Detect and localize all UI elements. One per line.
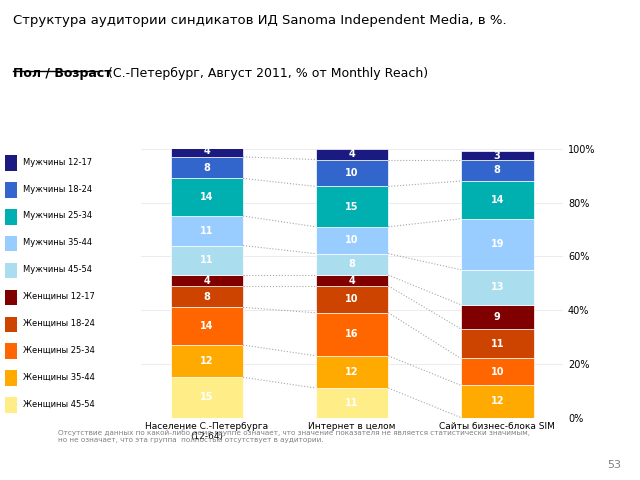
Text: 53: 53 bbox=[607, 460, 621, 470]
Text: 10: 10 bbox=[490, 367, 504, 377]
Text: 12: 12 bbox=[490, 396, 504, 407]
FancyBboxPatch shape bbox=[5, 289, 17, 305]
Bar bbox=[461, 385, 534, 418]
Text: 4: 4 bbox=[204, 276, 210, 286]
FancyBboxPatch shape bbox=[5, 155, 17, 171]
FancyBboxPatch shape bbox=[5, 209, 17, 225]
Bar bbox=[461, 159, 534, 181]
Text: 8: 8 bbox=[349, 259, 355, 269]
Text: (С.-Петербург, Август 2011, % от Monthly Reach): (С.-Петербург, Август 2011, % от Monthly… bbox=[104, 67, 428, 80]
Bar bbox=[461, 181, 534, 219]
Text: 11: 11 bbox=[490, 339, 504, 348]
Bar bbox=[461, 219, 534, 270]
Text: Женщины 25-34: Женщины 25-34 bbox=[23, 346, 95, 355]
Text: 11: 11 bbox=[345, 398, 359, 408]
Text: 14: 14 bbox=[200, 192, 214, 202]
Text: 19: 19 bbox=[490, 239, 504, 249]
Bar bbox=[316, 186, 388, 227]
Bar bbox=[316, 227, 388, 253]
Text: 13: 13 bbox=[490, 282, 504, 292]
Bar bbox=[170, 216, 243, 246]
Bar bbox=[316, 275, 388, 286]
Text: Женщины 45-54: Женщины 45-54 bbox=[23, 400, 95, 408]
Text: 3: 3 bbox=[494, 151, 500, 160]
FancyBboxPatch shape bbox=[5, 263, 17, 278]
Text: 8: 8 bbox=[204, 163, 210, 173]
Text: Мужчины 18-24: Мужчины 18-24 bbox=[23, 185, 92, 193]
Text: 15: 15 bbox=[345, 202, 359, 212]
Text: 10: 10 bbox=[345, 294, 359, 304]
Text: Женщины 18-24: Женщины 18-24 bbox=[23, 319, 95, 328]
FancyBboxPatch shape bbox=[5, 397, 17, 413]
Text: 8: 8 bbox=[494, 165, 500, 175]
Text: Женщины 12-17: Женщины 12-17 bbox=[23, 292, 95, 301]
Text: Мужчины 45-54: Мужчины 45-54 bbox=[23, 265, 92, 274]
FancyBboxPatch shape bbox=[5, 182, 17, 198]
Bar bbox=[170, 286, 243, 307]
Text: 4: 4 bbox=[204, 146, 210, 156]
Text: Отсутствие данных по какой-либо демо-группе означает, что значение показателя не: Отсутствие данных по какой-либо демо-гру… bbox=[58, 430, 530, 444]
Bar bbox=[316, 286, 388, 313]
Bar bbox=[461, 329, 534, 359]
Text: 11: 11 bbox=[200, 255, 214, 265]
Bar bbox=[316, 388, 388, 418]
Bar bbox=[316, 313, 388, 356]
Bar bbox=[170, 157, 243, 179]
Bar bbox=[316, 149, 388, 159]
Bar bbox=[170, 179, 243, 216]
Text: 10: 10 bbox=[345, 168, 359, 178]
FancyBboxPatch shape bbox=[5, 316, 17, 332]
Text: 9: 9 bbox=[494, 312, 500, 322]
Text: 12: 12 bbox=[200, 356, 214, 366]
Bar bbox=[170, 345, 243, 377]
Text: 15: 15 bbox=[200, 393, 214, 402]
Bar bbox=[170, 275, 243, 286]
Text: tns: tns bbox=[13, 454, 38, 468]
Text: 4: 4 bbox=[349, 276, 355, 286]
Text: 11: 11 bbox=[200, 226, 214, 236]
Text: Структура аудитории синдикатов ИД Sanoma Independent Media, в %.: Структура аудитории синдикатов ИД Sanoma… bbox=[13, 13, 506, 26]
Text: 8: 8 bbox=[204, 292, 210, 301]
Text: Женщины 35-44: Женщины 35-44 bbox=[23, 373, 95, 382]
Text: Мужчины 35-44: Мужчины 35-44 bbox=[23, 239, 92, 247]
Text: Мужчины 12-17: Мужчины 12-17 bbox=[23, 158, 92, 167]
Bar bbox=[316, 253, 388, 275]
Text: 12: 12 bbox=[345, 367, 359, 377]
Text: 14: 14 bbox=[490, 195, 504, 205]
Bar bbox=[461, 270, 534, 305]
FancyBboxPatch shape bbox=[5, 370, 17, 386]
Text: Мужчины 25-34: Мужчины 25-34 bbox=[23, 212, 92, 220]
Bar bbox=[170, 307, 243, 345]
Bar bbox=[316, 356, 388, 388]
Bar bbox=[316, 159, 388, 186]
Text: 16: 16 bbox=[345, 329, 359, 339]
Bar bbox=[461, 305, 534, 329]
Text: 10: 10 bbox=[345, 235, 359, 245]
Bar bbox=[170, 377, 243, 418]
FancyBboxPatch shape bbox=[5, 343, 17, 359]
Bar bbox=[170, 146, 243, 157]
Text: 14: 14 bbox=[200, 321, 214, 331]
Text: Пол / Возраст: Пол / Возраст bbox=[13, 67, 111, 80]
Text: 4: 4 bbox=[349, 149, 355, 159]
Bar bbox=[461, 359, 534, 385]
Bar bbox=[170, 246, 243, 275]
Bar bbox=[461, 152, 534, 159]
FancyBboxPatch shape bbox=[5, 236, 17, 252]
